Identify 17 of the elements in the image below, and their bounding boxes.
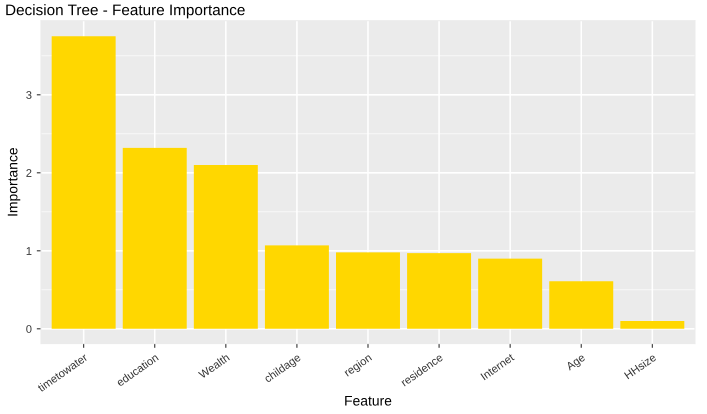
bar <box>264 245 329 329</box>
bar <box>122 148 187 329</box>
bar <box>549 281 614 329</box>
bar <box>336 252 400 329</box>
y-tick-label: 0 <box>26 325 32 333</box>
y-tick-label: 2 <box>26 169 32 177</box>
y-axis-title: Importance <box>8 148 20 216</box>
bar <box>52 36 116 329</box>
x-tick-label: Age <box>565 353 587 372</box>
chart-title: Decision Tree - Feature Importance <box>6 4 245 18</box>
y-tick-label: 3 <box>26 91 32 99</box>
y-tick-label: 1 <box>26 247 32 255</box>
bar <box>194 165 258 329</box>
bar <box>478 258 542 329</box>
bar <box>407 253 472 329</box>
x-axis-title: Feature <box>345 396 392 406</box>
bar <box>620 321 684 329</box>
